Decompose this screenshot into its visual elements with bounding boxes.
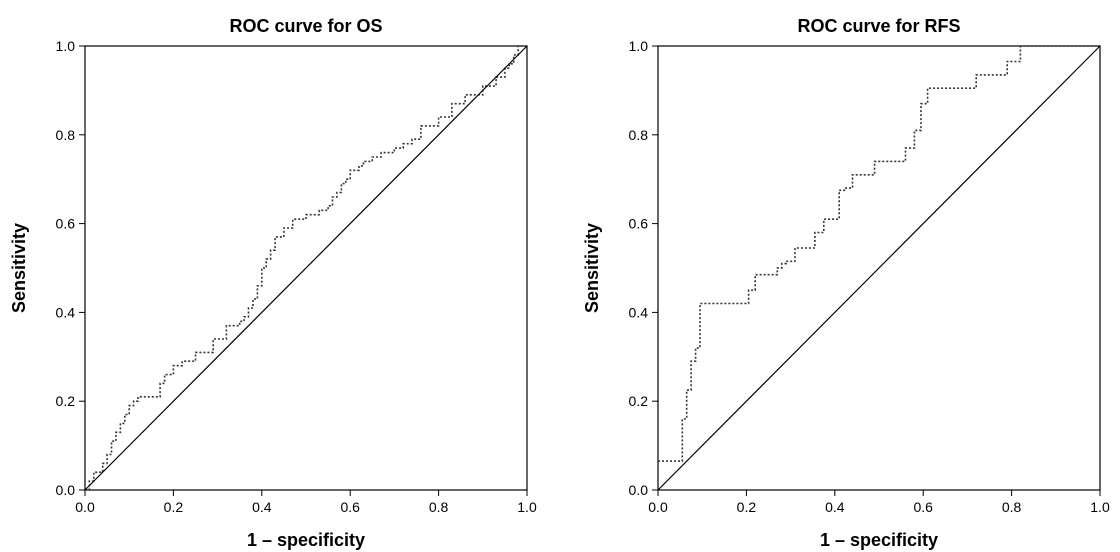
x-tick-label: 0.2 <box>164 499 184 515</box>
roc-os-panel: ROC curve for OS 1 – specificity Sensiti… <box>9 16 537 550</box>
chart-title: ROC curve for OS <box>229 16 382 36</box>
y-tick-label: 0.2 <box>56 393 76 409</box>
y-tick-label: 0.8 <box>56 127 76 143</box>
x-tick-label: 0.4 <box>252 499 272 515</box>
y-axis-label: Sensitivity <box>582 223 602 313</box>
reference-line <box>85 46 527 490</box>
x-axis-label: 1 – specificity <box>820 530 938 550</box>
x-tick-label: 0.4 <box>825 499 845 515</box>
y-tick-label: 0.4 <box>629 304 649 320</box>
x-tick-label: 0.0 <box>648 499 668 515</box>
chart-title: ROC curve for RFS <box>797 16 960 36</box>
y-axis-label: Sensitivity <box>9 223 29 313</box>
x-tick-label: 0.2 <box>737 499 757 515</box>
x-tick-label: 1.0 <box>1090 499 1110 515</box>
y-tick-label: 0.6 <box>629 216 649 232</box>
y-tick-label: 0.2 <box>629 393 649 409</box>
roc-rfs-panel: ROC curve for RFS 1 – specificity Sensit… <box>582 16 1110 550</box>
y-tick-label: 0.6 <box>56 216 76 232</box>
y-tick-label: 0.0 <box>56 482 76 498</box>
roc-curve <box>658 46 1100 461</box>
y-tick-label: 1.0 <box>56 38 76 54</box>
y-tick-label: 0.0 <box>629 482 649 498</box>
y-tick-label: 1.0 <box>629 38 649 54</box>
y-tick-label: 0.8 <box>629 127 649 143</box>
x-tick-label: 0.8 <box>1002 499 1022 515</box>
x-tick-label: 0.0 <box>75 499 95 515</box>
x-tick-label: 0.8 <box>429 499 449 515</box>
y-tick-label: 0.4 <box>56 304 76 320</box>
x-axis-label: 1 – specificity <box>247 530 365 550</box>
reference-line <box>658 46 1100 490</box>
x-tick-label: 0.6 <box>340 499 360 515</box>
x-tick-label: 0.6 <box>913 499 933 515</box>
x-tick-label: 1.0 <box>517 499 537 515</box>
